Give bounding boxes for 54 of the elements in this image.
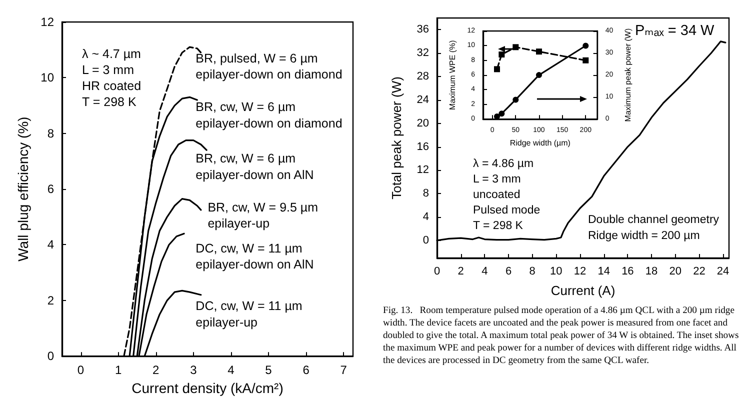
y2-axis-title: Maximum peak power (W) bbox=[624, 28, 632, 122]
y-tick-label: 32 bbox=[416, 47, 429, 60]
series-label: DC, cw, W = 11 µm epilayer-up bbox=[196, 299, 302, 330]
x-tick-label: 1 bbox=[114, 363, 122, 378]
x-tick-label: 24 bbox=[716, 266, 730, 278]
x-tick-label: 0 bbox=[434, 266, 440, 278]
x-tick-label: 16 bbox=[622, 266, 634, 278]
y-axis-title: Wall plug efficiency (%) bbox=[14, 116, 31, 262]
x-axis-title: Current (A) bbox=[550, 283, 616, 298]
x-tick-label: 6 bbox=[505, 266, 512, 278]
series-label: BR, cw, W = 9.5 µm epilayer-up bbox=[208, 200, 318, 231]
y-tick-label: 28 bbox=[416, 70, 429, 83]
annotation: λ = 4.86 µm L = 3 mm uncoated Pulsed mode T = 298 K bbox=[473, 158, 540, 232]
y-tick-label: 2 bbox=[47, 293, 54, 308]
y-tick-label: 10 bbox=[40, 70, 54, 85]
y-tick-label: 36 bbox=[416, 24, 429, 36]
x-tick-label: 5 bbox=[265, 363, 272, 378]
x-tick-label: 20 bbox=[669, 266, 682, 278]
y-tick-label: 6 bbox=[47, 182, 54, 196]
y-tick-label: 12 bbox=[416, 164, 429, 176]
x-tick-label: 6 bbox=[302, 363, 310, 378]
annotation: Double channel geometry Ridge width = 200 µm bbox=[588, 214, 720, 242]
y-axis-title: Total peak power (W) bbox=[389, 76, 404, 200]
annotation: λ ~ 4.7 µm L = 3 mm HR coated T = 298 K bbox=[82, 47, 142, 109]
series-label: BR, pulsed, W = 6 µm epilayer-down on diamond bbox=[196, 51, 342, 82]
x-tick-label: 4 bbox=[482, 266, 488, 278]
x-tick-label: 2 bbox=[458, 266, 464, 278]
x-tick-label: 2 bbox=[152, 363, 160, 378]
y-axis-title: Maximum WPE (%) bbox=[448, 40, 457, 110]
y-tick-label: 0 bbox=[47, 349, 54, 364]
y-tick-label: 12 bbox=[40, 15, 54, 29]
x-tick-label: 0 bbox=[77, 363, 84, 378]
y-tick-label: 24 bbox=[416, 94, 429, 106]
caption: Fig. 13. Room temperature pulsed mode operation of a 4.86 µm QCL with a 200 µm ridge width. The device facets are uncoated and the peak power is measured from one facet and doubled to give the total. A maximum total peak power of 34 W is obtained. The inset shows the maximum WPE and peak power for a number of devices with different ridge widths. All the devices are processed in DC geometry from the same QCL wafer. bbox=[383, 304, 742, 366]
series-label: BR, cw, W = 6 µm epilayer-down on diamond bbox=[196, 100, 342, 130]
x-axis-title: Current density (kA/cm²) bbox=[132, 380, 284, 396]
x-tick-label: 12 bbox=[574, 266, 586, 278]
x-tick-label: 18 bbox=[645, 266, 658, 278]
x-tick-label: 14 bbox=[598, 266, 610, 278]
y-tick-label: 0 bbox=[422, 234, 429, 246]
x-tick-label: 7 bbox=[340, 363, 348, 378]
x-tick-label: 10 bbox=[550, 266, 562, 278]
x-tick-label: 4 bbox=[228, 363, 235, 378]
series-label: BR, cw, W = 6 µm epilayer-down on AlN bbox=[196, 152, 314, 182]
x-axis-title: Ridge width (µm) bbox=[510, 138, 571, 148]
x-tick-label: 3 bbox=[190, 363, 198, 378]
x-tick-label: 22 bbox=[693, 266, 706, 278]
y-tick-label: 16 bbox=[416, 140, 429, 153]
y-tick-label: 4 bbox=[422, 211, 429, 224]
series-label: DC, cw, W = 11 µm epilayer-down on AlN bbox=[196, 241, 314, 272]
y-tick-label: 4 bbox=[47, 238, 54, 252]
annotation: Pₘₐₓ = 34 W bbox=[635, 23, 715, 39]
y-tick-label: 8 bbox=[422, 188, 429, 200]
x-tick-label: 8 bbox=[529, 266, 536, 278]
